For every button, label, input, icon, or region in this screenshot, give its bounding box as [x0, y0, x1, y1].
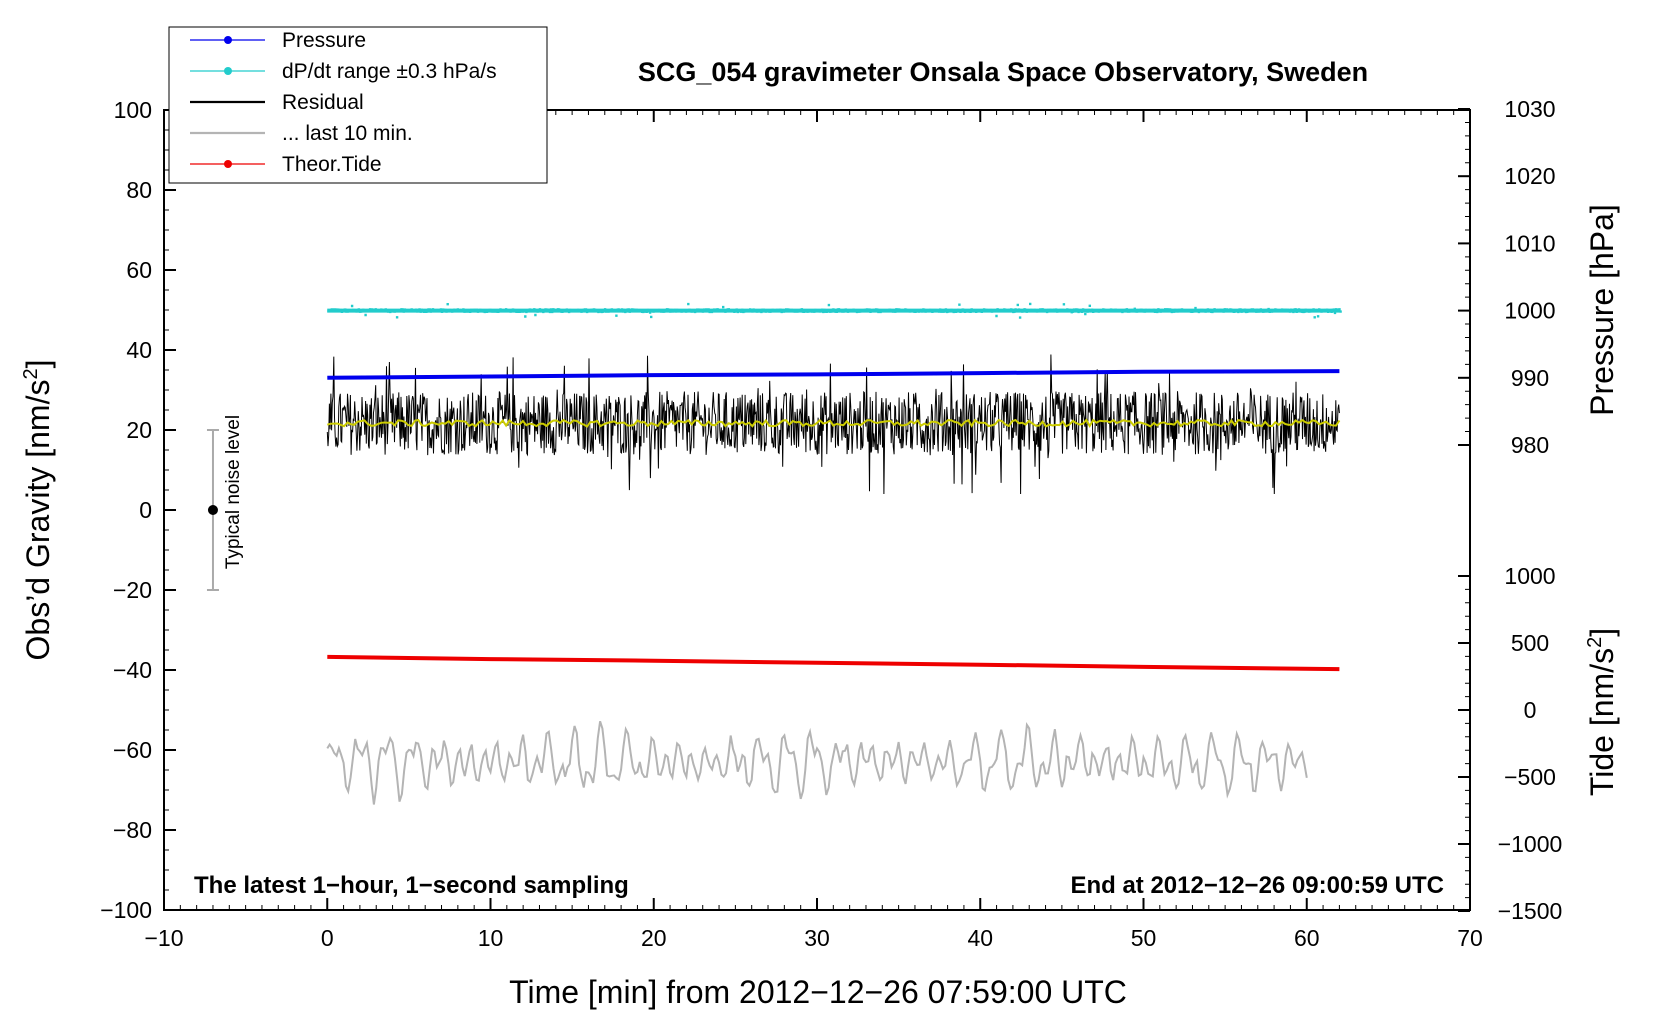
y-right-tide-tick-label: 500	[1511, 630, 1549, 656]
y-left-tick-label: −40	[113, 657, 152, 683]
legend: Pressure dP/dt range ±0.3 hPa/s Residual..…	[168, 26, 548, 184]
y-right-tide-tick-label: −1000	[1498, 831, 1563, 857]
y-left-tick-label: 0	[139, 497, 152, 523]
y-right-tide-tick-label: 0	[1524, 697, 1537, 723]
y-left-tick-label: 60	[126, 257, 152, 283]
x-tick-label: 30	[804, 925, 830, 951]
plot-frame	[163, 109, 1471, 911]
noise-bar-center-dot	[207, 505, 218, 515]
x-tick-label: −10	[144, 925, 183, 951]
y-right-pressure-tick-label: 990	[1511, 365, 1549, 391]
x-tick-label: 70	[1457, 925, 1483, 951]
minor-ticks	[163, 108, 1471, 912]
legend-box	[168, 26, 548, 184]
x-tick-label: 20	[641, 925, 667, 951]
y-left-tick-label: 100	[114, 97, 152, 123]
y-right-tide-axis-title-close: ]	[1584, 628, 1620, 637]
legend-label: Pressure	[282, 29, 366, 52]
x-axis-ticks: −10 0 10 20 30 40 50 60 70	[144, 110, 1483, 951]
annotation-sampling: The latest 1−hour, 1−second sampling	[194, 872, 629, 899]
y-left-axis-title-close: ]	[20, 360, 56, 369]
tide-line	[327, 654, 1340, 672]
y-left-axis-ticks: 100 80 60 40 20 0 −20 −40 −60 −80 −100	[100, 97, 176, 923]
y-right-pressure-tick-label: 1000	[1504, 298, 1555, 324]
legend-label: dP/dt range ±0.3 hPa/s	[282, 60, 497, 83]
annotation-end-time: End at 2012−12−26 09:00:59 UTC	[1070, 872, 1444, 899]
y-right-tide-tick-label: −500	[1504, 764, 1556, 790]
series-residual	[326, 354, 1340, 495]
y-right-pressure-tick-label: 980	[1511, 432, 1549, 458]
legend-label: Theor.Tide	[282, 153, 382, 176]
legend-label: Residual	[282, 91, 364, 114]
legend-marker	[224, 160, 232, 168]
y-left-tick-label: −100	[100, 897, 152, 923]
series-dpdt-range	[327, 302, 1342, 319]
y-right-tide-axis-title-text: Tide [nm/s	[1584, 648, 1620, 796]
noise-level-label: Typical noise level	[223, 415, 244, 569]
y-right-pressure-tick-label: 1010	[1504, 230, 1555, 256]
chart-title: SCG_054 gravimeter Onsala Space Observat…	[638, 57, 1368, 87]
x-tick-label: 50	[1131, 925, 1157, 951]
y-left-tick-label: 80	[126, 177, 152, 203]
y-right-tide-axis-title: Tide [nm/s2]	[1584, 628, 1620, 796]
y-left-axis-title: Obs’d Gravity [nm/s2]	[20, 360, 56, 661]
series-last-10-min	[326, 720, 1308, 805]
legend-marker	[224, 36, 232, 44]
y-right-axis-ticks: 1030 1020 1010 1000 990 980 1000 500 0 −500 −1000 −…	[1458, 96, 1562, 924]
x-tick-label: 40	[967, 925, 993, 951]
y-right-tide-tick-label: 1000	[1504, 563, 1555, 589]
y-left-tick-label: −80	[113, 817, 152, 843]
minor-tick-marks	[163, 108, 1471, 912]
y-right-tide-axis-title-sup: 2	[1584, 637, 1606, 648]
x-tick-label: 0	[321, 925, 334, 951]
y-right-pressure-tick-label: 1030	[1504, 96, 1555, 122]
y-right-pressure-tick-label: 1020	[1504, 163, 1555, 189]
legend-marker	[224, 67, 232, 75]
smoothed-residual-line	[327, 418, 1341, 429]
y-left-tick-label: 40	[126, 337, 152, 363]
x-tick-label: 60	[1294, 925, 1320, 951]
series-theor-tide	[327, 654, 1340, 672]
pressure-line	[327, 369, 1340, 380]
last-10-min-line	[326, 720, 1308, 805]
y-right-tide-tick-label: −1500	[1498, 898, 1563, 924]
y-left-tick-label: −60	[113, 737, 152, 763]
y-right-pressure-axis-title: Pressure [hPa]	[1584, 204, 1620, 416]
series-pressure	[327, 369, 1340, 380]
noise-level-bar	[206, 429, 219, 591]
x-axis-title: Time [min] from 2012−12−26 07:59:00 UTC	[509, 974, 1127, 1010]
x-tick-label: 10	[478, 925, 504, 951]
y-left-axis-title-sup: 2	[20, 368, 42, 379]
y-left-tick-label: −20	[113, 577, 152, 603]
y-left-axis-title-text: Obs’d Gravity [nm/s	[20, 380, 56, 661]
series-smoothed-residual	[327, 418, 1341, 429]
legend-label: ... last 10 min.	[282, 122, 413, 145]
residual-line	[326, 354, 1340, 495]
y-left-tick-label: 20	[126, 417, 152, 443]
